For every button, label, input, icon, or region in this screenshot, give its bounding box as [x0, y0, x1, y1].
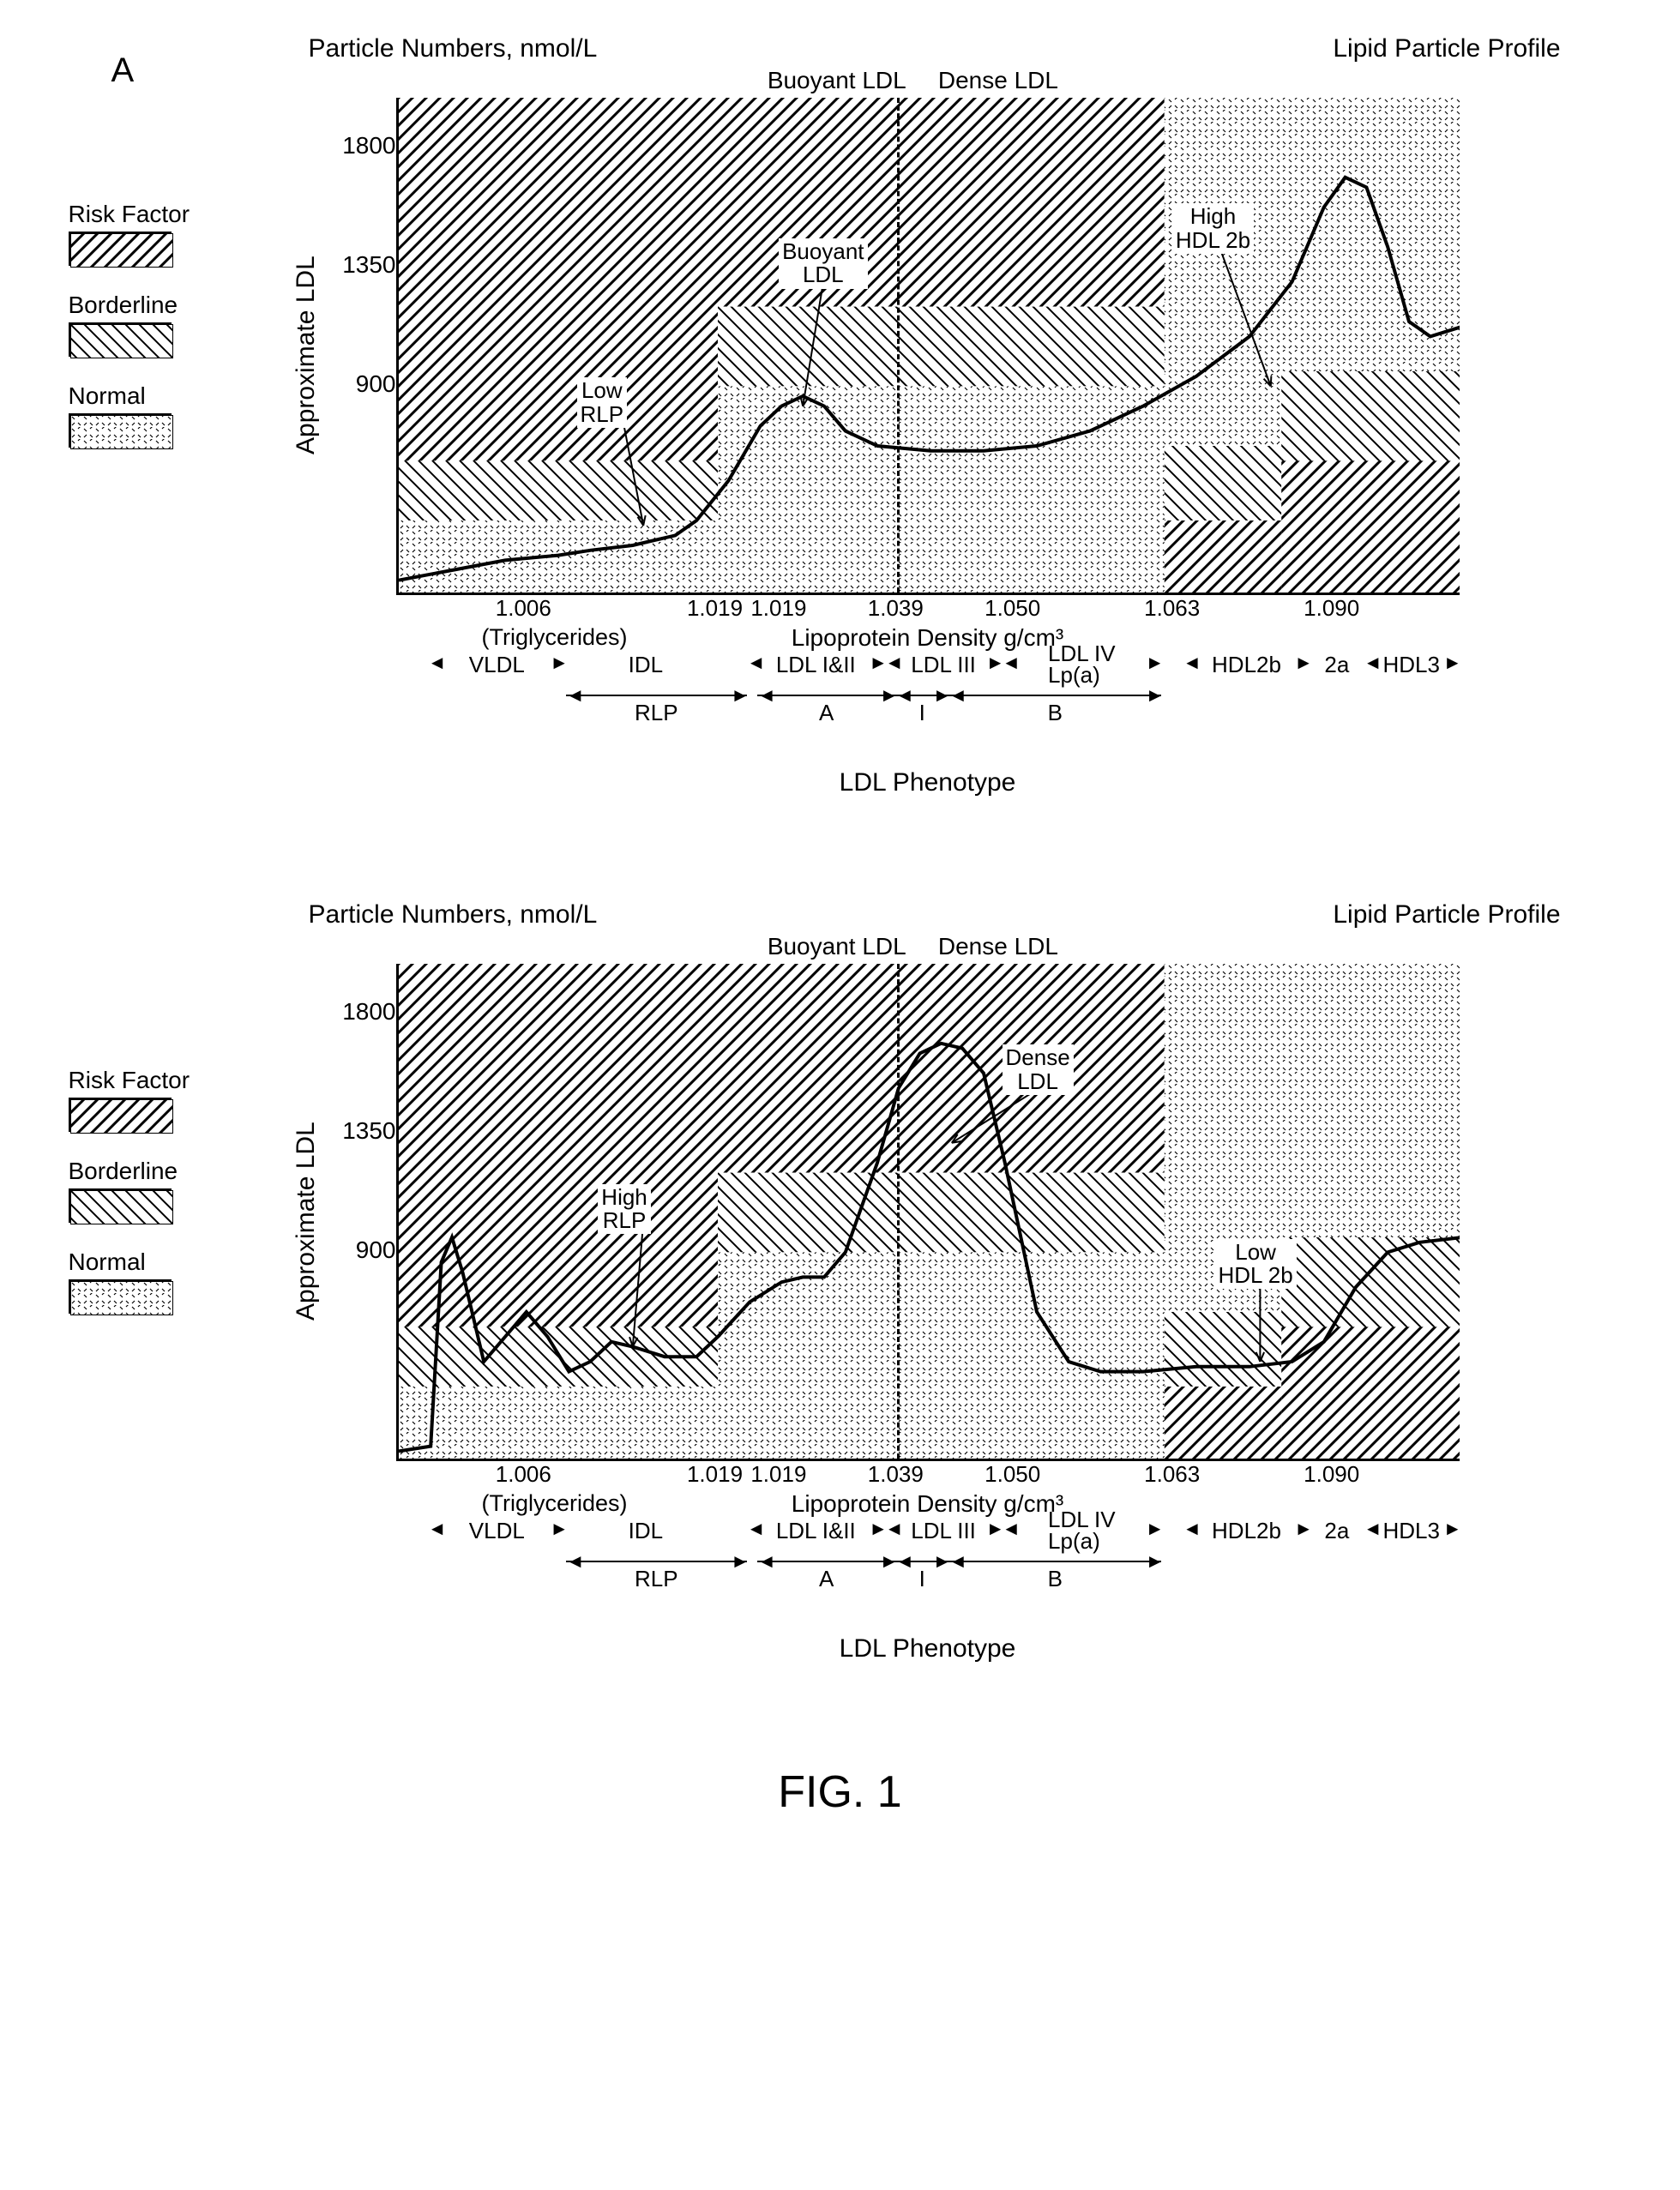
y-axis-label: Approximate LDL: [292, 226, 321, 484]
panel-letter: A: [111, 51, 135, 90]
phenotype-segments: ◄ RLP ►◄ A ►◄ I ►◄ B ►: [396, 1561, 1460, 1591]
lipoprotein-class-row: ◄ VLDL ►IDL◄ LDL I&II ►◄ LDL III ►◄ LDL …: [396, 652, 1460, 683]
legend-label: Risk Factor: [69, 201, 292, 228]
phenotype-axis-label: LDL Phenotype: [396, 1634, 1460, 1664]
x-axis-ticks: 1.0061.0191.0191.0391.0501.0631.090: [396, 1461, 1460, 1490]
legend-swatch: [69, 1098, 172, 1132]
lipoprotein-class-row: ◄ VLDL ►IDL◄ LDL I&II ►◄ LDL III ►◄ LDL …: [396, 1518, 1460, 1549]
legend-label: Risk Factor: [69, 1067, 292, 1094]
legend-swatch: [69, 232, 172, 266]
x-axis-ticks: 1.0061.0191.0191.0391.0501.0631.090: [396, 595, 1460, 624]
title-left: Particle Numbers, nmol/L: [309, 34, 598, 63]
legend: Risk Factor Borderline: [69, 201, 292, 473]
title-right: Lipid Particle Profile: [1333, 900, 1560, 930]
legend-swatch: [69, 322, 172, 357]
chart-panel-0: A Particle Numbers, nmol/L Lipid Particl…: [69, 34, 1612, 797]
legend-swatch: [69, 413, 172, 448]
legend-label: Normal: [69, 382, 292, 410]
y-axis-label: Approximate LDL: [292, 1092, 321, 1350]
y-axis-ticks: 18001350900: [328, 98, 396, 569]
x-axis-label: (Triglycerides)Lipoprotein Density g/cm³: [396, 624, 1460, 652]
title-right: Lipid Particle Profile: [1333, 34, 1560, 63]
legend-label: Borderline: [69, 1158, 292, 1185]
legend-label: Normal: [69, 1248, 292, 1276]
legend-swatch: [69, 1279, 172, 1314]
y-axis-ticks: 18001350900: [328, 964, 396, 1435]
chart-panel-1: Particle Numbers, nmol/L Lipid Particle …: [69, 900, 1612, 1664]
phenotype-axis-label: LDL Phenotype: [396, 768, 1460, 797]
legend: Risk Factor Borderline: [69, 1067, 292, 1339]
plot-area: HighRLPDenseLDLLowHDL 2b: [396, 964, 1460, 1461]
title-left: Particle Numbers, nmol/L: [309, 900, 598, 930]
figure-label: FIG. 1: [69, 1766, 1612, 1818]
phenotype-segments: ◄ RLP ►◄ A ►◄ I ►◄ B ►: [396, 695, 1460, 725]
legend-swatch: [69, 1188, 172, 1223]
plot-area: LowRLPBuoyantLDLHighHDL 2b: [396, 98, 1460, 595]
legend-label: Borderline: [69, 292, 292, 319]
x-axis-label: (Triglycerides)Lipoprotein Density g/cm³: [396, 1490, 1460, 1518]
